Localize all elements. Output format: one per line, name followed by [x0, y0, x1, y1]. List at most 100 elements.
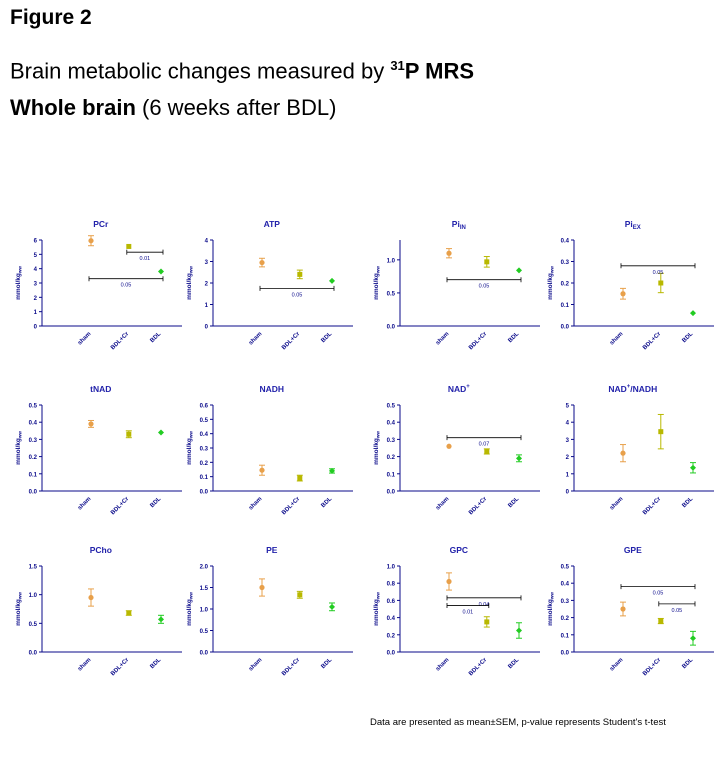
figure-label: Figure 2 [10, 6, 92, 29]
y-axis-label: mmol/kgww [547, 266, 555, 300]
data-point-sham [446, 443, 452, 449]
y-axis-label-subscript: ww [18, 266, 23, 275]
data-point-sham [259, 584, 265, 591]
y-axis-label: mmol/kgww [373, 266, 381, 300]
y-axis-label: mmol/kgww [373, 431, 381, 465]
y-tick-label: 2 [566, 455, 570, 461]
title-isotope: 31 [390, 58, 405, 73]
y-tick-label: 2 [34, 296, 38, 302]
y-tick-label: 0.5 [29, 622, 38, 628]
data-point-bdlcr [297, 475, 303, 481]
y-tick-label: 0.3 [387, 438, 396, 444]
y-tick-label: 3 [566, 438, 570, 444]
chart-panel-5: tNAD 0.0 0.1 0.2 0.3 0.4 0.5 mmol/kgww sham BDL+C… [15, 384, 182, 516]
y-axis-label-subscript: ww [189, 266, 194, 275]
x-tick-label: BDL+Cr [281, 331, 302, 352]
y-tick-label: 0.0 [387, 490, 396, 496]
y-tick-label: 0.0 [561, 651, 570, 657]
x-tick-label: sham [435, 331, 450, 346]
y-tick-label: 0.4 [29, 421, 38, 427]
y-tick-label: 2 [205, 282, 209, 288]
y-axis-label-subscript: ww [376, 431, 381, 440]
data-point-sham [620, 606, 626, 612]
figure-title: Brain metabolic changes measured by 31P … [10, 58, 474, 84]
y-tick-label: 0.5 [29, 404, 38, 410]
y-tick-label: 0 [566, 490, 570, 496]
chart-panel-4: PiEX 0.0 0.1 0.2 0.3 0.4 mmol/kgww sham BDL+Cr BD… [547, 219, 714, 351]
chart-title-main: tNAD [90, 384, 111, 394]
x-tick-label: sham [77, 496, 92, 511]
x-tick-label: BDL+Cr [110, 496, 131, 517]
chart-title-main: GPE [624, 545, 642, 555]
y-axis-label: mmol/kgww [373, 592, 381, 626]
subtitle-region: Whole brain [10, 95, 136, 120]
y-axis-label-subscript: ww [550, 266, 555, 275]
data-point-sham [259, 259, 265, 266]
x-tick-label: BDL [149, 496, 162, 509]
subtitle-detail: (6 weeks after BDL) [135, 95, 337, 120]
p-value-label: 0.04 [479, 602, 490, 608]
title-prefix: Brain metabolic changes measured by [10, 58, 391, 84]
y-axis-label-unit: mmol/kg [547, 273, 554, 300]
chart-title: GPE [624, 545, 642, 555]
data-point-sham [446, 578, 452, 585]
y-axis-label-subscript: ww [189, 431, 194, 440]
y-tick-label: 0.6 [387, 599, 396, 605]
y-tick-label: 0.2 [561, 616, 570, 622]
y-tick-label: 0.3 [561, 260, 570, 266]
chart-panel-11: GPC 0.0 0.2 0.4 0.6 0.8 1.0 mmol/kgww sham BDL+Cr… [373, 545, 540, 677]
chart-title: NAD+/NADH [608, 384, 657, 394]
data-point-bdlcr [658, 429, 664, 435]
chart-title-suffix: /NADH [630, 384, 657, 394]
y-axis-label-subscript: ww [18, 592, 23, 601]
y-tick-label: 0.2 [387, 455, 396, 461]
data-point-sham [620, 450, 626, 456]
y-tick-label: 0 [205, 325, 209, 331]
y-axis-label-unit: mmol/kg [373, 599, 380, 626]
y-axis-label-unit: mmol/kg [15, 273, 22, 300]
figure-subtitle: Whole brain (6 weeks after BDL) [10, 95, 336, 121]
chart-title: NAD+ [448, 384, 470, 394]
y-tick-label: 0.3 [561, 599, 570, 605]
x-tick-label: BDL+Cr [468, 657, 489, 678]
y-tick-label: 1.0 [200, 608, 209, 614]
y-tick-label: 2.0 [200, 565, 209, 571]
y-tick-label: 5 [566, 404, 570, 410]
chart-title-main: NAD [448, 384, 466, 394]
x-tick-label: sham [77, 657, 92, 672]
x-tick-label: sham [609, 331, 624, 346]
y-tick-label: 1.0 [387, 565, 396, 571]
data-point-bdl [329, 603, 335, 610]
y-tick-label: 3 [34, 282, 38, 288]
x-tick-label: sham [77, 331, 92, 346]
chart-title-main: ATP [264, 219, 281, 229]
x-tick-label: sham [435, 496, 450, 511]
x-tick-label: BDL [320, 496, 333, 509]
y-tick-label: 0.3 [29, 438, 38, 444]
chart-title-main: PCho [90, 545, 112, 555]
chart-title: PCho [90, 545, 112, 555]
chart-title-subscript: EX [633, 225, 641, 231]
y-axis-label-unit: mmol/kg [186, 599, 193, 626]
x-tick-label: BDL [149, 331, 162, 344]
chart-title-main: PE [266, 545, 278, 555]
p-value-label: 0.01 [463, 610, 474, 616]
chart-panel-12: GPE 0.0 0.1 0.2 0.3 0.4 0.5 mmol/kgww sham BDL+Cr… [547, 545, 714, 677]
x-tick-label: BDL+Cr [642, 496, 663, 517]
chart-title-superscript: + [627, 384, 631, 390]
y-tick-label: 1.0 [387, 258, 396, 264]
x-tick-label: sham [435, 657, 450, 672]
y-tick-label: 0.1 [561, 633, 570, 639]
data-point-bdlcr [126, 243, 132, 249]
x-tick-label: sham [248, 657, 263, 672]
chart-title: ATP [264, 219, 281, 229]
y-axis-label: mmol/kgww [186, 592, 194, 626]
chart-panel-9: PCho 0.0 0.5 1.0 1.5 mmol/kgww sham BDL+Cr BDL [15, 545, 182, 677]
y-tick-label: 6 [34, 239, 38, 245]
chart-title-main: Pi [452, 219, 460, 229]
data-point-bdl [690, 635, 696, 642]
y-tick-label: 0.2 [29, 455, 38, 461]
y-tick-label: 0.6 [200, 404, 209, 410]
